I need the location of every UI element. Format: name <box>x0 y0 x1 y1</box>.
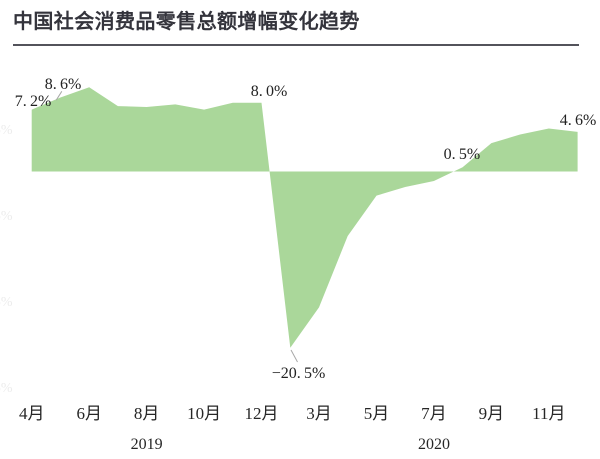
y-axis-label-remnant: −25% <box>0 381 13 396</box>
leader-line <box>290 349 298 363</box>
x-tick-label: 12月 <box>245 404 279 423</box>
x-tick-label: 8月 <box>134 404 160 423</box>
data-label: 7. 2% <box>15 93 52 110</box>
y-axis-label-remnant: 5% <box>0 123 13 138</box>
x-tick-label: 10月 <box>187 404 221 423</box>
year-label: 2020 <box>418 436 450 453</box>
x-tick-label: 5月 <box>364 404 390 423</box>
area-shape <box>31 87 578 348</box>
x-tick-label: 9月 <box>479 404 505 423</box>
year-label: 2019 <box>131 436 163 453</box>
page-title: 中国社会消费品零售总额增幅变化趋势 <box>13 11 360 33</box>
x-tick-label: 3月 <box>306 404 332 423</box>
data-label: 0. 5% <box>444 146 481 163</box>
data-label: 8. 6% <box>45 76 82 93</box>
x-tick-label: 4月 <box>19 404 45 423</box>
data-label: −20. 5% <box>272 365 326 382</box>
leader-line <box>55 91 63 101</box>
data-label: 4. 6% <box>560 112 597 129</box>
x-tick-label: 7月 <box>421 404 447 423</box>
data-label: 8. 0% <box>251 83 288 100</box>
x-tick-label: 6月 <box>76 404 102 423</box>
title-divider <box>13 44 579 46</box>
y-axis-label-remnant: −15% <box>0 295 13 310</box>
x-tick-label: 11月 <box>532 404 565 423</box>
y-axis-label-remnant: −5% <box>0 209 13 224</box>
